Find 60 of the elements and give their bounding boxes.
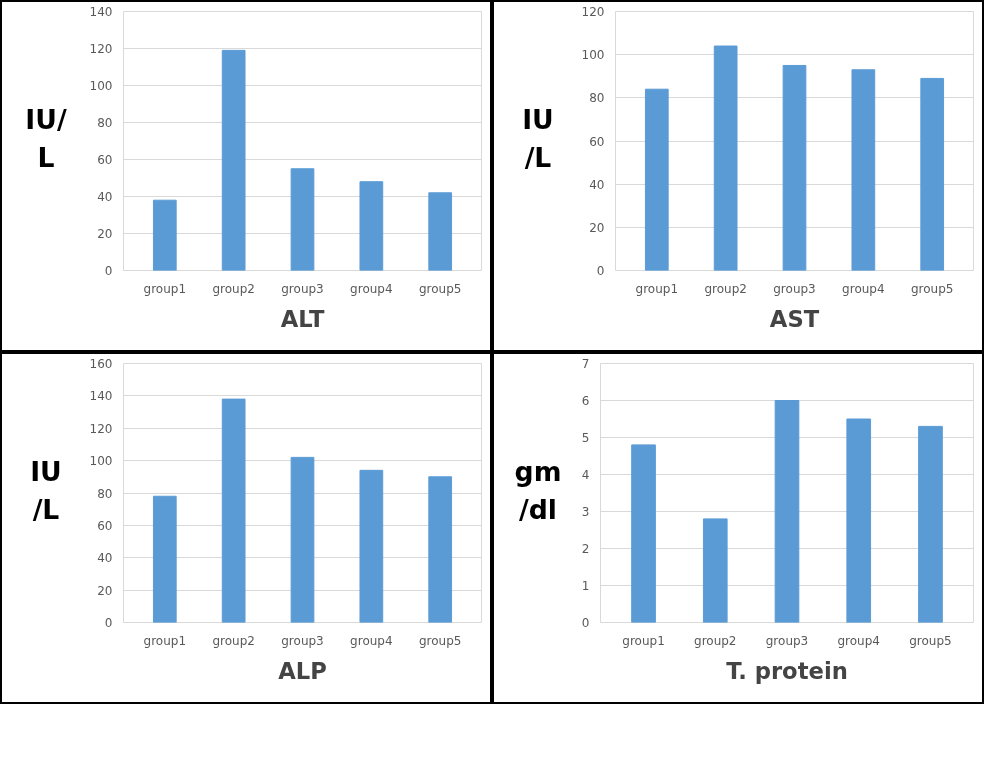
y-tick-label: 0 — [581, 616, 590, 630]
y-axis-title: gm /dl — [514, 455, 562, 528]
y-tick-label: 1 — [581, 579, 590, 593]
y-tick-label: 100 — [581, 48, 605, 63]
y-tick-label: 20 — [97, 583, 113, 598]
y-tick-label: 80 — [589, 91, 605, 106]
y-tick-label: 120 — [581, 5, 605, 19]
text: AST — [769, 305, 820, 332]
y-tick-label: 0 — [104, 264, 113, 278]
y-tick-label: 60 — [97, 518, 113, 533]
y-tick-label: 120 — [89, 42, 113, 56]
y-axis-title: IU /L — [522, 103, 554, 176]
x-tick-label: group3 — [281, 633, 324, 648]
y-tick-label: 60 — [97, 153, 113, 167]
y-tick-label: 100 — [89, 454, 113, 469]
y-tick-label: 120 — [89, 421, 113, 436]
text: ALP — [278, 657, 327, 684]
x-tick-label: group3 — [773, 281, 816, 296]
y-tick-label: 140 — [89, 389, 113, 404]
y-tick-label: 4 — [581, 468, 590, 482]
text: T. protein — [726, 657, 848, 684]
y-tick-label: 6 — [581, 394, 590, 408]
y-tick-label: 20 — [589, 220, 605, 235]
y-tick-label: 40 — [589, 177, 605, 192]
y-tick-label: 80 — [97, 116, 113, 130]
y-axis-title: IU/ L — [25, 103, 67, 176]
x-tick-label: group5 — [910, 281, 954, 296]
text: ALT — [280, 305, 325, 332]
y-tick-label: 40 — [97, 551, 113, 566]
y-tick-label: 160 — [89, 357, 113, 371]
x-tick-label: group1 — [622, 633, 665, 648]
y-tick-label: 20 — [97, 227, 113, 241]
y-tick-label: 0 — [596, 264, 605, 278]
x-tick-label: group2 — [704, 281, 747, 296]
x-tick-label: group2 — [212, 281, 255, 296]
x-tick-label: group1 — [635, 281, 679, 296]
y-tick-label: 7 — [581, 357, 590, 371]
x-tick-label: group2 — [212, 633, 255, 648]
y-tick-label: 40 — [97, 190, 113, 204]
x-tick-label: group4 — [350, 633, 393, 648]
y-tick-label: 3 — [581, 505, 590, 519]
y-tick-label: 140 — [89, 5, 113, 19]
x-tick-label: group5 — [418, 633, 462, 648]
y-tick-label: 5 — [581, 431, 590, 445]
y-axis-title: IU /L — [30, 455, 62, 528]
y-tick-label: 0 — [104, 616, 113, 630]
y-tick-label: 80 — [97, 486, 113, 501]
x-tick-label: group4 — [837, 633, 880, 648]
x-tick-label: group4 — [350, 281, 393, 296]
x-tick-label: group3 — [765, 633, 809, 648]
x-tick-label: group2 — [694, 633, 737, 648]
y-tick-label: 2 — [581, 542, 590, 556]
y-tick-label: 60 — [589, 134, 605, 149]
x-tick-label: group3 — [281, 281, 324, 296]
x-tick-label: group1 — [143, 281, 187, 296]
y-tick-label: 100 — [89, 79, 113, 93]
x-tick-label: group1 — [143, 633, 187, 648]
x-tick-label: group5 — [909, 633, 952, 648]
x-tick-label: group5 — [418, 281, 462, 296]
x-tick-label: group4 — [842, 281, 885, 296]
